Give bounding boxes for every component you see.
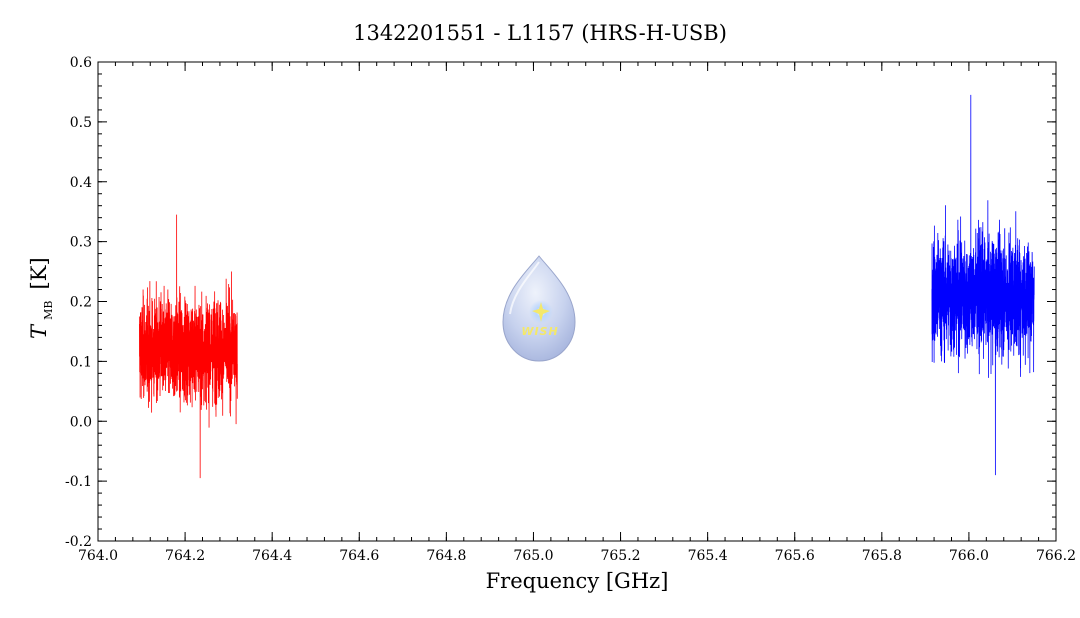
x-tick-label: 764.6 [339, 548, 379, 564]
y-tick-label: 0.2 [70, 295, 92, 311]
svg-text:T MB [K]: T MB [K] [27, 257, 56, 339]
ticks-layer: 764.0 764.2 764.4 764.6 764.8 765.0 765.2 765.4… [65, 55, 1076, 564]
x-tick-label: 766.0 [949, 548, 989, 564]
x-tick-label: 766.2 [1036, 548, 1076, 564]
x-tick-label: 765.8 [862, 548, 902, 564]
chart-title: 1342201551 - L1157 (HRS-H-USB) [353, 21, 727, 45]
logo-text: WISH [521, 325, 558, 338]
spectrum-series-2 [931, 94, 1035, 476]
x-tick-label: 764.8 [426, 548, 466, 564]
star-icon [532, 302, 550, 322]
y-axis-label-unit: [K] [27, 257, 51, 289]
y-axis-label: T MB [K] [27, 257, 56, 339]
x-tick-label: 764.0 [78, 548, 118, 564]
x-tick-label: 765.2 [600, 548, 640, 564]
y-axis-label-symbol: T [27, 323, 51, 339]
wish-logo: WISH [502, 255, 576, 362]
y-tick-label: 0.3 [70, 235, 92, 251]
y-tick-label: 0.0 [70, 414, 92, 430]
plot-frame [97, 61, 1057, 542]
x-axis-label: Frequency [GHz] [486, 569, 669, 593]
y-tick-label: 0.1 [70, 354, 92, 370]
y-tick-label: 0.4 [70, 175, 92, 191]
series-layer [138, 94, 1035, 479]
y-tick-label: 0.6 [70, 55, 92, 71]
x-tick-label: 765.4 [688, 548, 728, 564]
x-tick-label: 765.0 [513, 548, 553, 564]
y-tick-label: 0.5 [70, 115, 92, 131]
y-tick-label: -0.1 [65, 474, 92, 490]
y-tick-label: -0.2 [65, 534, 92, 550]
y-axis-label-subscript: MB [42, 301, 55, 320]
axes-layer [97, 61, 1057, 542]
x-tick-label: 764.4 [252, 548, 292, 564]
x-tick-label: 764.2 [165, 548, 205, 564]
x-tick-label: 765.6 [775, 548, 815, 564]
spectrum-series-1 [138, 214, 238, 479]
